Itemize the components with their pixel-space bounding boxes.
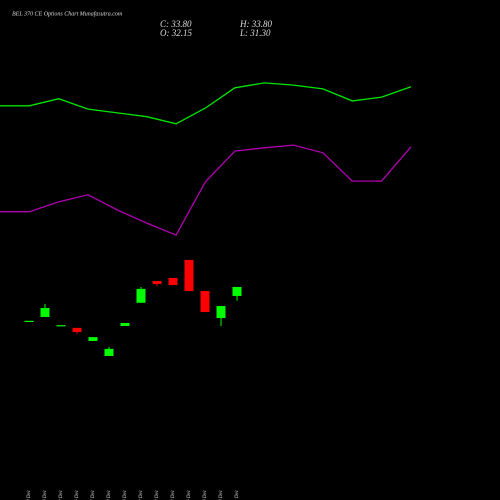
candle-body [104, 348, 114, 356]
candle-body [120, 322, 130, 326]
candle-body [184, 259, 194, 292]
x-tick-label: 31 Dec [235, 489, 240, 500]
low-label: L: 31.30 [239, 28, 271, 38]
candle-body [152, 280, 162, 284]
close-label: C: 33.80 [160, 19, 192, 29]
open-label: O: 32.15 [160, 28, 192, 38]
x-tick-label: 22 Dec [139, 489, 144, 500]
average-line [0, 82, 412, 125]
candle-body [72, 327, 82, 332]
candle-body [168, 277, 178, 286]
x-tick-label: 08 Dec [27, 489, 32, 500]
high-label: H: 33.80 [239, 19, 272, 29]
x-tick-label: 26 Dec [187, 489, 192, 500]
candle-body [56, 325, 66, 327]
x-tick-label: 30 Dec [219, 489, 224, 500]
x-tick-label: 18 Dec [107, 489, 112, 500]
candle-body [216, 306, 226, 319]
chart-title: BEL 370 CE Options Chart Munafasutra.com [12, 10, 123, 17]
x-tick-label: 24 Dec [171, 489, 176, 500]
x-tick-label: 23 Dec [155, 489, 160, 500]
x-tick-label: 29 Dec [203, 489, 208, 500]
candle-body [88, 337, 98, 341]
candle-body [40, 307, 50, 317]
x-tick-label: 17 Dec [91, 489, 96, 500]
average-line [0, 144, 412, 236]
candle-body [200, 291, 210, 313]
x-tick-label: 09 Dec [43, 489, 48, 500]
candle-body [24, 320, 34, 322]
x-tick-label: 19 Dec [123, 489, 128, 500]
x-tick-label: 16 Dec [75, 489, 80, 500]
candle-body [232, 286, 242, 296]
candle-body [136, 288, 146, 303]
x-tick-label: 12 Dec [59, 489, 64, 500]
